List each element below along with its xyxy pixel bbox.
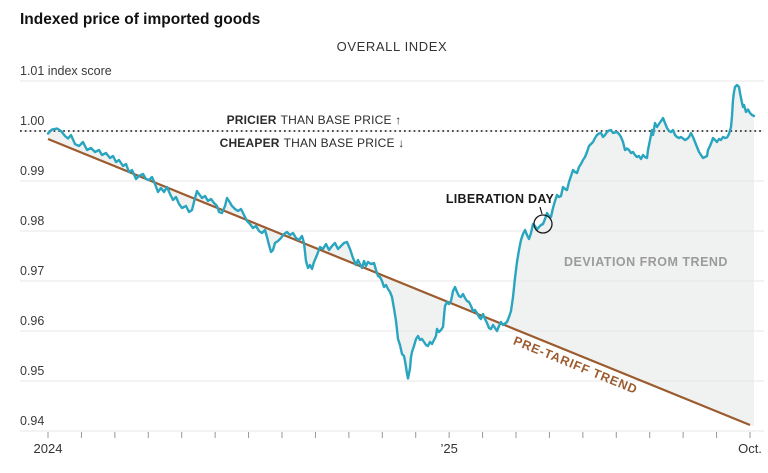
y-axis-label: 0.96: [20, 314, 44, 328]
y-axis-label: 0.98: [20, 214, 44, 228]
liberation-day-marker: [533, 206, 553, 234]
deviation-shading: [48, 85, 754, 427]
y-axis-label: 0.99: [20, 164, 44, 178]
liberation-day-label: LIBERATION DAY: [446, 192, 555, 206]
y-axis-label: 0.94: [20, 414, 44, 428]
pricier-annotation: PRICIER THAN BASE PRICE ↑: [227, 113, 402, 127]
overall-index-line: [46, 83, 756, 380]
page-title: Indexed price of imported goods: [20, 11, 260, 28]
deviation-area: [48, 85, 754, 427]
cheaper-annotation: CHEAPER THAN BASE PRICE ↓: [220, 136, 405, 150]
x-axis: 2024 ’25 Oct.: [34, 432, 762, 456]
liberation-day-leader: [539, 206, 543, 215]
y-axis-label: 0.95: [20, 364, 44, 378]
pre-tariff-trend-line: [47, 137, 751, 427]
y-axis-label: 0.97: [20, 264, 44, 278]
x-axis-label: 2024: [34, 441, 63, 456]
y-axis-label: 1.01 index score: [20, 64, 112, 78]
x-axis-label: Oct.: [738, 441, 762, 456]
x-axis-label: ’25: [440, 441, 457, 456]
y-axis-labels: 1.01 index score 1.00 0.99 0.98 0.97 0.96 0.95…: [20, 64, 112, 428]
chart-subtitle: OVERALL INDEX: [337, 39, 448, 54]
liberation-day-circle: [533, 214, 553, 234]
overall-index-polyline: [46, 83, 756, 380]
trend-line: [47, 137, 751, 427]
y-axis-label: 1.00: [20, 114, 44, 128]
deviation-from-trend-label: DEVIATION FROM TREND: [564, 255, 728, 269]
